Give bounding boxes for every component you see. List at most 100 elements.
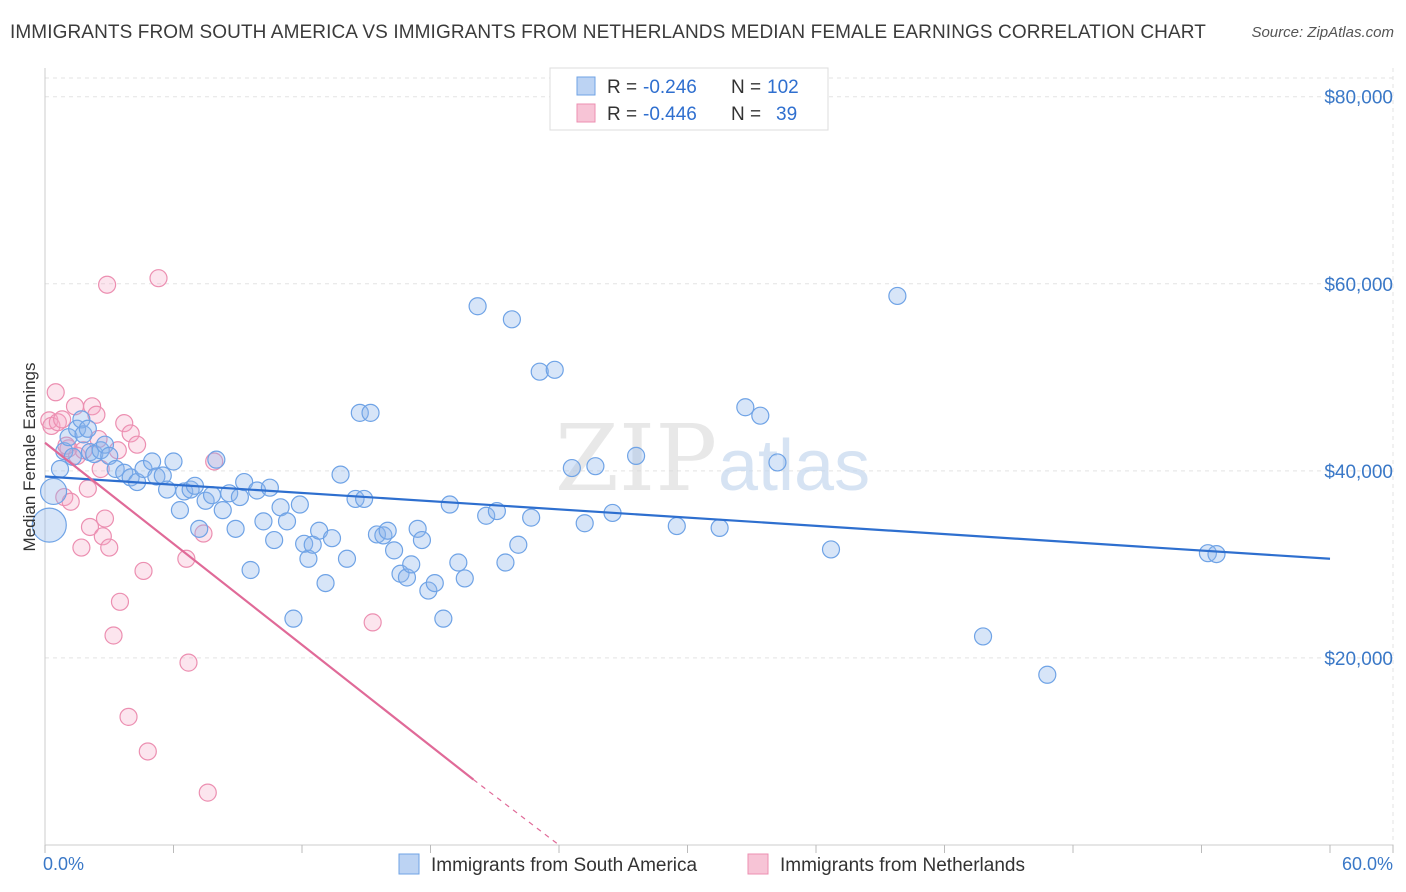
south-america-point [350,403,369,422]
netherlands-point [149,269,168,288]
netherlands-point [98,275,117,294]
netherlands-point [121,424,140,443]
south-america-point [39,477,68,506]
bottom-legend-swatch-netherlands [747,853,769,875]
south-america-point [299,549,318,568]
correlation-legend: R = -0.246 N = 102 R = -0.446 N = 39 [549,67,829,131]
south-america-point [710,518,729,538]
bottom-legend-netherlands: Immigrants from Netherlands [780,855,1025,876]
netherlands-point [179,653,198,672]
x-tick-labels: 0.0% 60.0% [43,854,1393,874]
south-america-point [626,446,646,465]
legend-r-value-1: -0.246 [643,77,697,98]
south-america-point [142,452,162,471]
netherlands-point [110,592,130,611]
legend-n-label-2: N = [731,104,761,125]
netherlands-point [138,742,157,761]
netherlands-point [72,538,91,557]
south-america-point [361,403,380,422]
y-axis-label: Median Female Earnings [20,363,39,552]
y-tick-labels: $20,000 $40,000 $60,000 $80,000 [1324,88,1393,670]
south-america-point [468,297,487,316]
south-america-point [509,535,528,554]
south-america-point [284,609,303,628]
watermark: ZIP atlas [555,405,870,512]
south-america-point [202,486,222,505]
south-america-point [434,609,453,628]
netherlands-points [40,269,382,802]
y-tick-label: $20,000 [1324,649,1393,670]
south-america-point [78,419,97,438]
netherlands-point [46,383,65,402]
south-america-point [1038,665,1057,684]
netherlands-trend-extension [472,779,560,846]
south-america-point [31,507,67,543]
south-america-point [147,467,166,486]
south-america-point [277,512,297,531]
south-america-point [821,540,841,559]
south-america-point [175,482,194,501]
south-america-point [751,406,770,425]
axes [44,68,1394,853]
watermark-zip: ZIP [555,405,717,512]
south-america-point [522,508,541,527]
netherlands-point [134,561,153,581]
south-america-trend-line [44,475,1331,560]
south-america-point [562,458,581,478]
south-america-point [973,627,993,646]
south-america-point [235,472,254,492]
south-america-point [322,529,342,548]
netherlands-point [119,707,138,726]
south-america-point [477,506,496,525]
south-america-point [190,519,209,538]
legend-swatch-netherlands [576,103,596,123]
netherlands-point [53,410,72,429]
south-america-point [367,525,387,544]
south-america-point [260,478,279,497]
netherlands-point [93,527,112,546]
netherlands-point [95,509,115,528]
bottom-legend-swatch-south-america [398,853,420,875]
south-america-point [226,519,245,538]
south-america-point [667,516,686,536]
x-tick-label-max: 60.0% [1342,854,1393,874]
south-america-point [170,501,190,520]
south-america-point [265,530,284,550]
south-america-point [575,514,594,533]
x-tick-label-min: 0.0% [43,854,84,874]
south-america-point [72,410,91,429]
south-america-point [63,447,82,466]
legend-swatch-south-america [576,76,596,96]
legend-r-value-2: -0.446 [643,104,697,125]
south-america-point [1207,545,1226,564]
y-tick-label: $40,000 [1324,462,1393,483]
south-america-point [384,541,404,560]
south-america-point [402,555,421,574]
bottom-legend-south-america: Immigrants from South America [431,855,698,876]
netherlands-point [104,626,123,645]
south-america-point [502,310,521,329]
south-america-point [355,489,374,509]
south-america-point [440,495,459,514]
y-tick-label: $60,000 [1324,275,1393,296]
south-america-point [530,362,549,381]
watermark-atlas: atlas [718,426,870,506]
legend-n-value-2: 39 [776,104,797,125]
south-america-point [408,519,427,538]
netherlands-point [363,613,382,632]
netherlands-point [80,517,100,537]
south-america-point [213,501,232,520]
south-america-point [378,521,397,540]
south-america-point [545,360,564,379]
south-america-point [487,501,506,521]
south-america-point [50,459,70,479]
netherlands-point [91,459,110,479]
south-america-point [425,573,444,593]
chart-source: Source: ZipAtlas.com [1251,24,1394,41]
legend-r-label-2: R = [607,104,637,125]
y-tick-label: $80,000 [1324,88,1393,109]
south-america-point [164,452,183,471]
south-america-point [768,453,787,472]
south-america-point [241,560,260,580]
south-america-point [207,450,226,469]
